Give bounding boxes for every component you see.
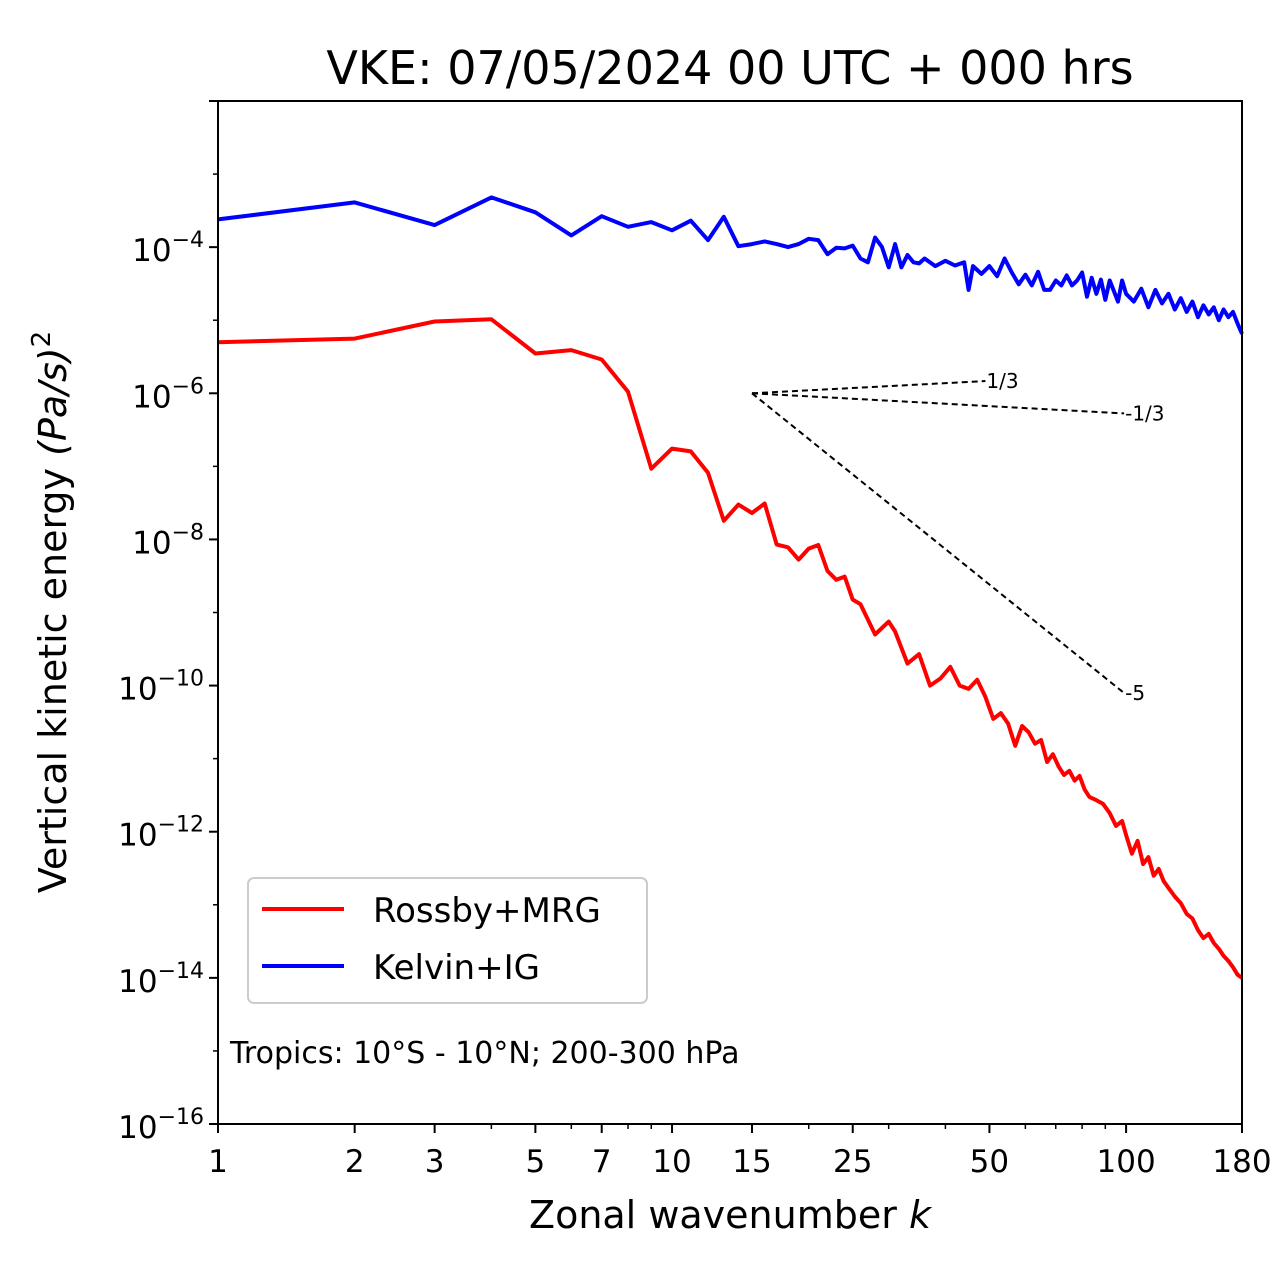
- reference-line-1-3: [751, 392, 1125, 415]
- legend: Rossby+MRG Kelvin+IG: [247, 877, 648, 1004]
- x-tick-label: 25: [833, 1144, 872, 1180]
- reference-line-label: -1/3: [1125, 401, 1164, 425]
- x-tick-label: 2: [345, 1144, 365, 1180]
- y-tick-label: 10−12: [118, 813, 204, 854]
- x-tick-label: 1: [208, 1144, 228, 1180]
- plot-area: 1/3 -1/3 -5: [217, 100, 1244, 1125]
- y-tick-label: 10−6: [132, 374, 204, 415]
- x-axis-label: Zonal wavenumber k: [529, 1193, 933, 1237]
- x-axis-label-variable: k: [909, 1193, 933, 1237]
- y-tick-label: 10−10: [118, 667, 204, 708]
- x-tick-label: 50: [970, 1144, 1009, 1180]
- y-axis-label-units: (Pa/s): [31, 347, 75, 455]
- reference-line-1-3: [751, 380, 986, 395]
- series-layer: [217, 195, 1244, 980]
- y-axis-label-text: Vertical kinetic energy: [31, 468, 75, 893]
- legend-label-rossby-mrg: Rossby+MRG: [373, 891, 601, 931]
- reference-line-label: -5: [1125, 681, 1145, 705]
- y-axis-label-exponent: 2: [27, 331, 57, 348]
- x-tick-label: 15: [732, 1144, 771, 1180]
- x-tick-label: 3: [425, 1144, 445, 1180]
- x-axis-ticks: 1 2 3 5 7 10 15 25 50 100 180: [208, 1124, 1272, 1180]
- reference-line-label: 1/3: [986, 369, 1018, 393]
- legend-label-kelvin-ig: Kelvin+IG: [373, 948, 540, 988]
- x-tick-label: 5: [525, 1144, 545, 1180]
- series-line-rossby-mrg: [217, 317, 1244, 980]
- y-tick-label: 10−16: [118, 1105, 204, 1146]
- reference-line-5: [751, 392, 1125, 694]
- x-tick-label: 180: [1212, 1144, 1271, 1180]
- x-tick-label: 7: [592, 1144, 612, 1180]
- y-tick-label: 10−8: [132, 520, 204, 561]
- x-tick-label: 100: [1097, 1144, 1156, 1180]
- region-annotation: Tropics: 10°S - 10°N; 200-300 hPa: [229, 1036, 740, 1071]
- x-axis-label-text: Zonal wavenumber: [529, 1193, 897, 1237]
- y-axis-label: Vertical kinetic energy (Pa/s)2: [27, 331, 75, 893]
- y-tick-label: 10−4: [132, 228, 204, 269]
- x-tick-label: 10: [652, 1144, 691, 1180]
- y-tick-label: 10−14: [118, 959, 204, 1000]
- series-line-kelvin-ig: [217, 195, 1244, 335]
- y-axis-ticks: 10−4 10−6 10−8 10−10 10−12 10−14 10−16: [118, 100, 218, 1146]
- reference-lines: 1/3 -1/3 -5: [751, 369, 1165, 705]
- legend-box: [247, 877, 648, 1004]
- chart-title: VKE: 07/05/2024 00 UTC + 000 hrs: [326, 41, 1133, 95]
